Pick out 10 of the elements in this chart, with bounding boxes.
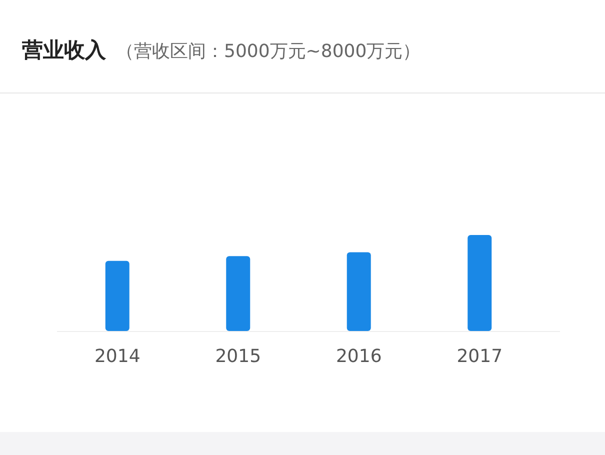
x-tick-label: 2016 bbox=[336, 346, 382, 367]
x-tick-label: 2015 bbox=[215, 346, 262, 367]
x-tick-label: 2014 bbox=[94, 346, 140, 367]
bar bbox=[346, 252, 371, 331]
bar bbox=[226, 256, 250, 331]
chart-title: 营业收入 bbox=[21, 38, 107, 62]
bar bbox=[468, 235, 492, 331]
x-tick-label: 2017 bbox=[456, 346, 503, 367]
chart-subtitle: （营收区间：5000万元~8000万元） bbox=[116, 41, 421, 62]
bar bbox=[105, 260, 130, 331]
